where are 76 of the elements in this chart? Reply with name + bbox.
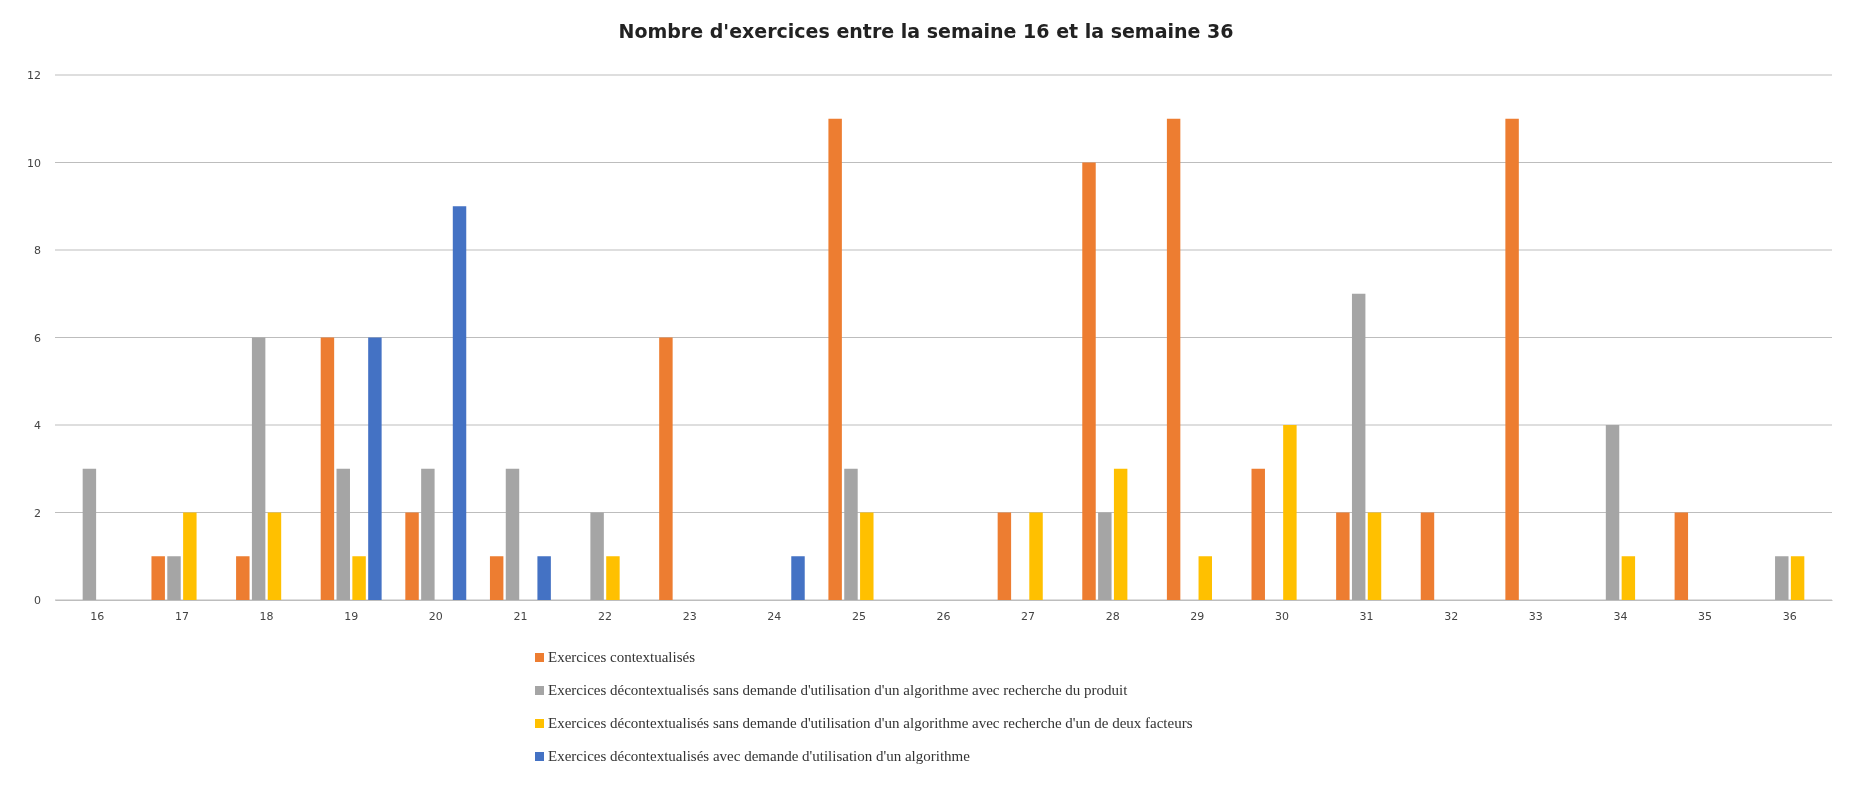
- x-tick-label: 16: [90, 609, 105, 623]
- bar: [1420, 512, 1435, 600]
- bar: [1605, 425, 1620, 600]
- y-tick-label: 4: [34, 419, 41, 433]
- bar: [828, 118, 842, 600]
- bar: [1775, 556, 1789, 600]
- bar: [405, 512, 419, 600]
- bar: [1505, 118, 1519, 600]
- legend-label: Exercices décontextualisés avec demande d'utilisation d'un algorithme: [548, 748, 971, 764]
- x-tick-label: 34: [1613, 609, 1628, 623]
- y-tick-label: 0: [34, 594, 41, 608]
- x-tick-label: 33: [1528, 609, 1543, 623]
- bar: [352, 556, 366, 600]
- bar: [659, 337, 673, 600]
- bar: [151, 556, 165, 600]
- bar: [1082, 162, 1096, 600]
- x-tick-label: 28: [1105, 609, 1120, 623]
- x-tick-label: 17: [174, 609, 189, 623]
- x-tick-label: 27: [1021, 609, 1036, 623]
- legend-label: Exercices décontextualisés sans demande d'utilisation d'un algorithme avec recherche du produit: [548, 682, 1129, 698]
- bar: [82, 468, 97, 600]
- x-tick-label: 19: [344, 609, 359, 623]
- bar: [997, 512, 1012, 600]
- bar: [1283, 425, 1297, 600]
- bar: [489, 556, 504, 600]
- x-tick-label: 29: [1190, 609, 1205, 623]
- bar: [1621, 556, 1636, 600]
- y-tick-label: 10: [27, 156, 41, 170]
- chart-title: Nombre d'exercices entre la semaine 16 et la semaine 36: [618, 20, 1234, 42]
- x-tick-label: 25: [851, 609, 866, 623]
- bar: [1113, 468, 1128, 600]
- bar: [236, 556, 250, 600]
- x-tick-label: 31: [1359, 609, 1374, 623]
- bar: [1674, 512, 1689, 600]
- bar: [267, 512, 282, 600]
- bar: [1251, 468, 1265, 600]
- bar: [421, 468, 435, 600]
- bar: [1198, 556, 1212, 600]
- x-tick-label: 35: [1698, 609, 1713, 623]
- bar: [1098, 512, 1112, 600]
- x-tick-label: 18: [259, 609, 274, 623]
- bar: [1790, 556, 1805, 600]
- bar: [606, 556, 620, 600]
- y-tick-label: 8: [34, 244, 41, 258]
- bar: [320, 337, 335, 600]
- bar: [590, 512, 604, 600]
- y-tick-label: 6: [34, 331, 41, 345]
- bar: [167, 556, 181, 600]
- bar: [1351, 293, 1366, 600]
- bar: [844, 468, 858, 600]
- x-tick-label: 36: [1782, 609, 1797, 623]
- bar: [791, 556, 805, 600]
- bar: [1336, 512, 1350, 600]
- bar: [452, 206, 467, 600]
- y-tick-label: 12: [27, 69, 41, 83]
- x-tick-label: 23: [682, 609, 697, 623]
- bar: [860, 512, 874, 600]
- x-tick-label: 20: [428, 609, 443, 623]
- x-tick-label: 26: [936, 609, 951, 623]
- bar: [537, 556, 551, 600]
- bar: [1029, 512, 1043, 600]
- bar: [368, 337, 382, 600]
- bar: [183, 512, 197, 600]
- legend-label: Exercices décontextualisés sans demande d'utilisation d'un algorithme avec recherche d'un de deux facteurs: [548, 715, 1193, 731]
- bar: [336, 468, 350, 600]
- x-tick-label: 22: [598, 609, 613, 623]
- x-tick-label: 24: [767, 609, 782, 623]
- x-tick-label: 21: [513, 609, 528, 623]
- bar: [1367, 512, 1382, 600]
- bar: [505, 468, 520, 600]
- legend-label: Exercices contextualisés: [548, 649, 696, 665]
- y-tick-label: 2: [34, 506, 41, 520]
- bar: [1166, 118, 1181, 600]
- x-tick-label: 30: [1274, 609, 1289, 623]
- bar: [251, 337, 266, 600]
- x-tick-label: 32: [1444, 609, 1459, 623]
